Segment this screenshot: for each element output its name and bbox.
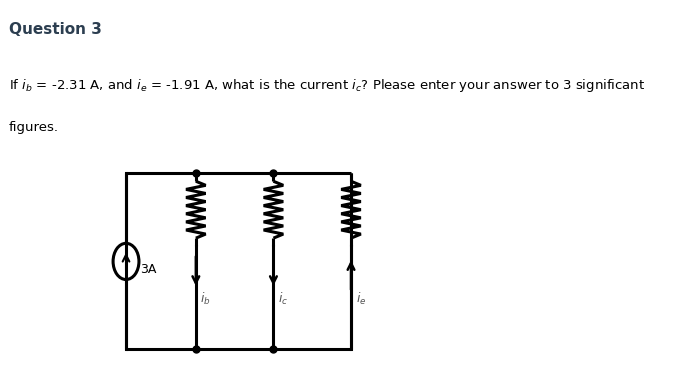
- Text: Question 3: Question 3: [9, 22, 102, 37]
- Text: $i_c$: $i_c$: [278, 291, 288, 307]
- Text: 3A: 3A: [140, 263, 157, 276]
- Text: If $i_b$ = -2.31 A, and $i_e$ = -1.91 A, what is the current $i_c$? Please enter: If $i_b$ = -2.31 A, and $i_e$ = -1.91 A,…: [9, 77, 645, 94]
- Text: $i_e$: $i_e$: [356, 291, 366, 307]
- Text: figures.: figures.: [9, 121, 59, 134]
- Text: $i_b$: $i_b$: [201, 291, 211, 307]
